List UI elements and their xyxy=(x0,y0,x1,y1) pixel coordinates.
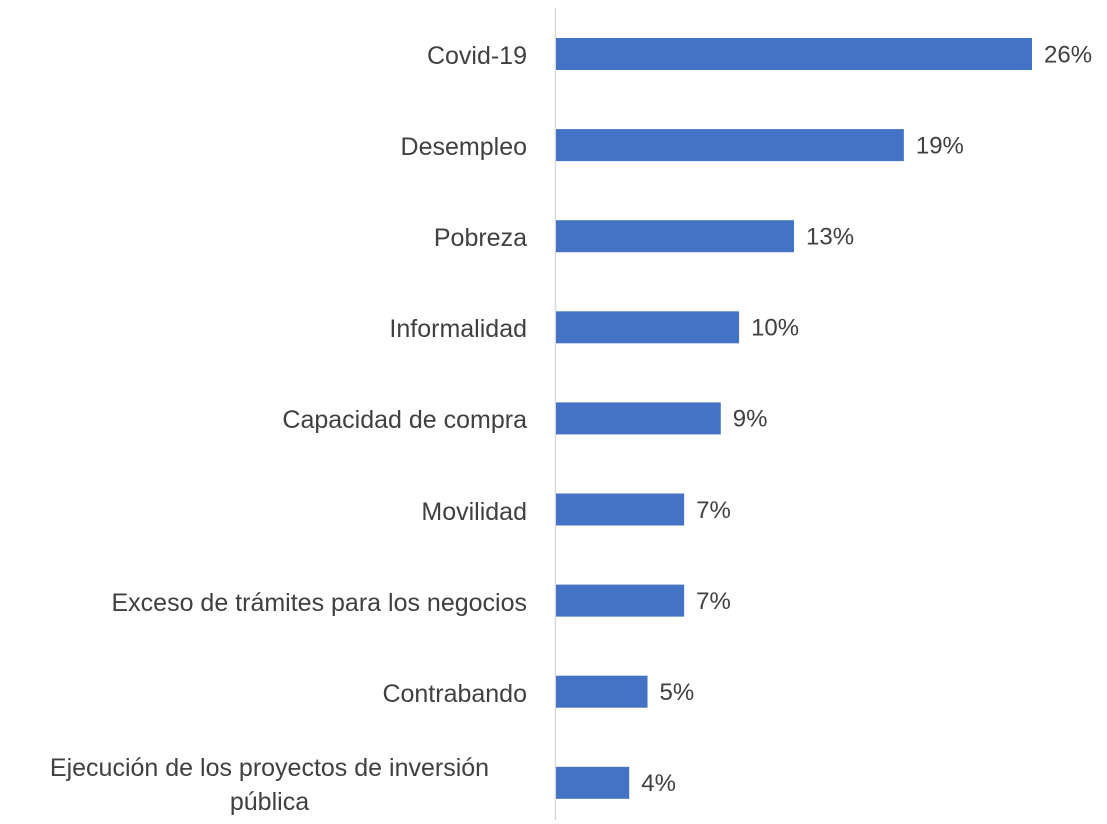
category-label: Pobreza xyxy=(433,224,527,253)
category-label: Exceso de trámites para los negocios xyxy=(111,588,528,617)
bar xyxy=(556,766,630,799)
bar xyxy=(556,311,740,344)
value-label: 26% xyxy=(1044,41,1092,68)
bar xyxy=(556,402,721,435)
value-label: 9% xyxy=(733,406,768,433)
bar xyxy=(556,584,685,617)
category-label: Contrabando xyxy=(382,679,527,708)
bar xyxy=(556,220,794,253)
category-label: Desempleo xyxy=(400,133,527,162)
value-label: 13% xyxy=(806,224,854,251)
bar xyxy=(556,493,685,526)
bar xyxy=(556,675,648,708)
category-label: Movilidad xyxy=(421,497,527,526)
value-label: 7% xyxy=(696,588,731,615)
category-label: Informalidad xyxy=(389,315,527,344)
value-label: 7% xyxy=(696,497,731,524)
bar xyxy=(556,129,904,162)
category-label: Covid-19 xyxy=(426,42,527,70)
value-label: 10% xyxy=(751,315,799,342)
category-label: Capacidad de compra xyxy=(282,406,527,435)
value-label: 5% xyxy=(660,679,695,706)
category-label: Ejecución de los proyectos de inversión … xyxy=(49,753,490,816)
bar xyxy=(556,38,1032,70)
value-label: 4% xyxy=(641,770,676,797)
value-label: 19% xyxy=(916,132,964,159)
